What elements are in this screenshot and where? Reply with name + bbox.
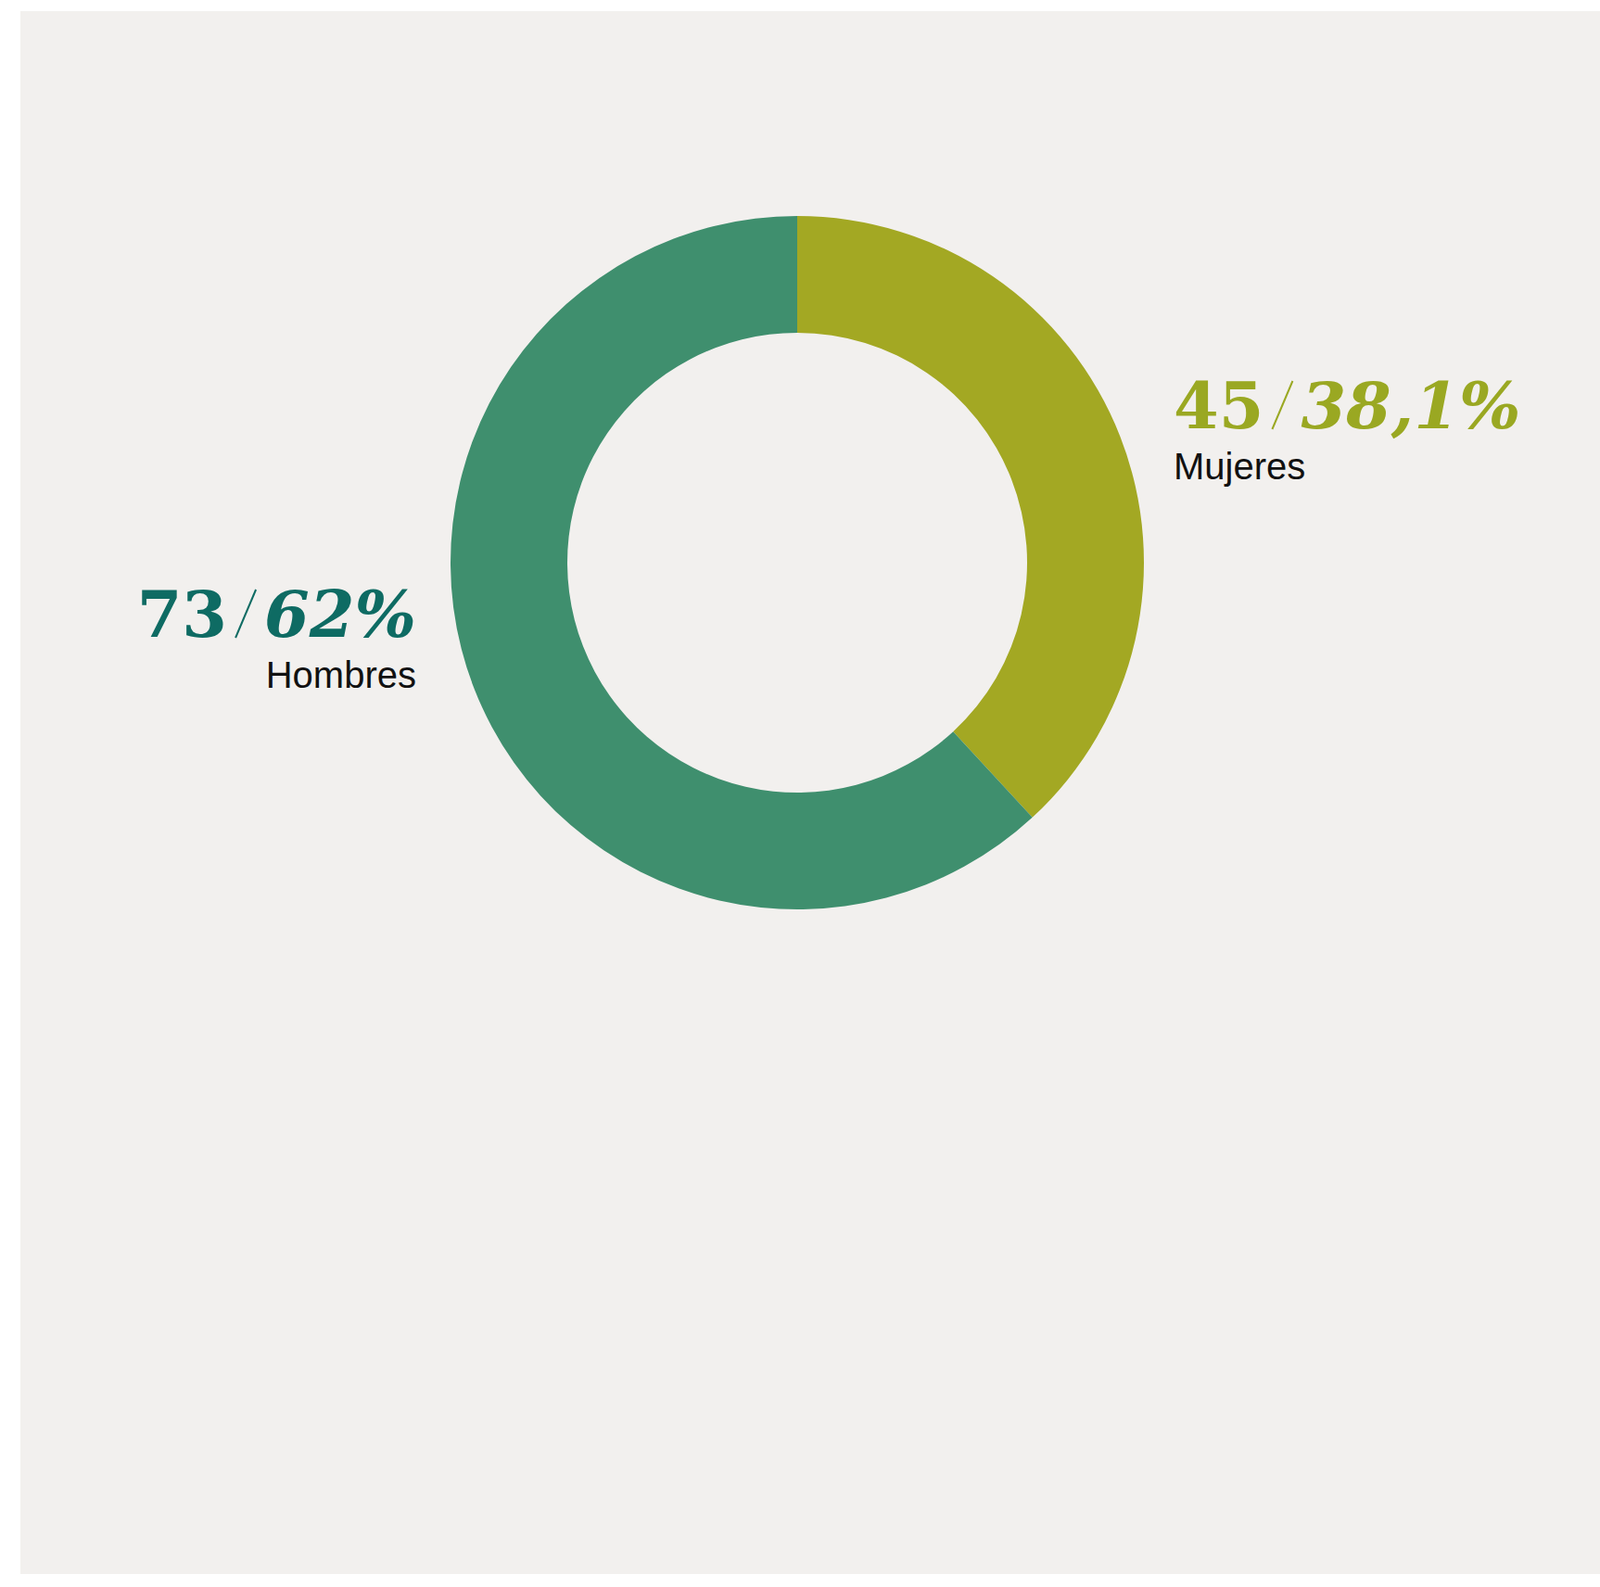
svg-text:38,1%: 38,1%: [1300, 367, 1521, 445]
svg-text:Hombres: Hombres: [266, 654, 417, 696]
svg-text:73: 73: [137, 575, 228, 653]
svg-text:Mujeres: Mujeres: [1173, 445, 1306, 487]
svg-text:45: 45: [1173, 367, 1264, 445]
svg-text:62%: 62%: [264, 575, 417, 653]
